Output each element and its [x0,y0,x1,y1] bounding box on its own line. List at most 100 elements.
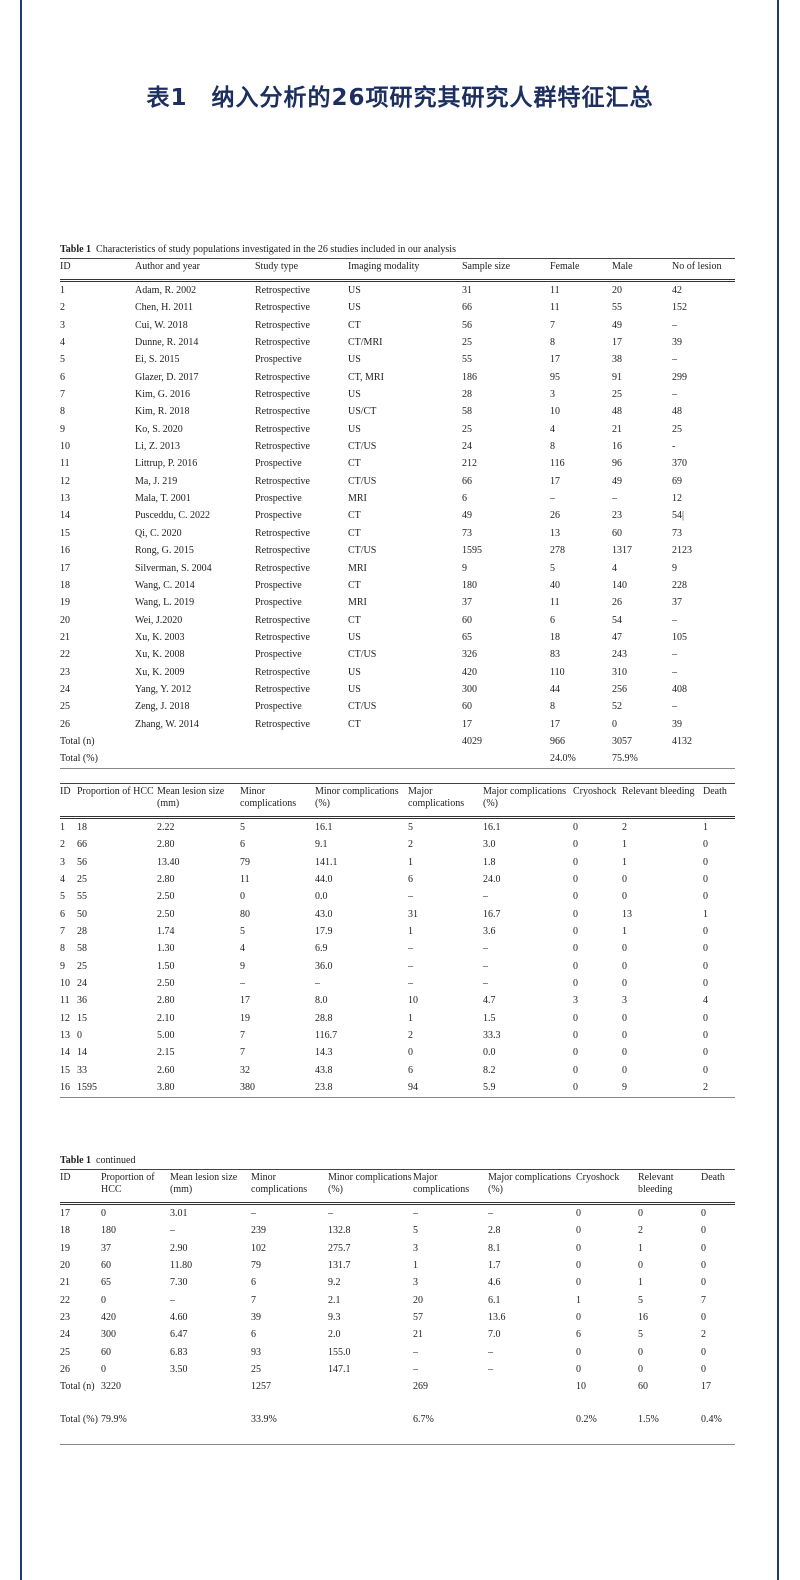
table-cell: Chen, H. 2011 [135,302,193,314]
table-cell: 180 [462,579,477,591]
table-cell: 0.2% [576,1414,597,1426]
table-cell: 9 [462,562,467,574]
table-cell: 15 [60,527,70,539]
caption-text: Characteristics of study populations inv… [96,244,456,255]
table-cell: 25 [60,1346,70,1358]
table-cell: Retrospective [255,389,310,401]
table-cell: Retrospective [255,285,310,296]
table-cell: 186 [462,371,477,383]
table-cell: 21 [60,631,70,643]
table-cell: 25 [60,701,70,713]
table-cell: Retrospective [255,371,310,383]
table-cell: 23.8 [315,1082,333,1094]
table-row: 19 Wang, L. 2019 Prospective MRI 37 11 26 37 [60,594,735,611]
table-row: 9 25 1.50 9 36.0 – – 0 0 0 [60,958,735,975]
table-cell: 4 [612,562,617,574]
table-cell: Retrospective [255,423,310,435]
table-cell: 2.50 [157,908,175,920]
table-cell [255,733,348,750]
table-cell: – [672,649,677,661]
table-row: 5 Ei, S. 2015 Prospective US 55 17 38 – [60,351,735,368]
table-cell [170,1378,251,1411]
table-cell: 69 [672,475,682,487]
column-header: Proportion of HCC [101,1172,155,1195]
table-cell: 0 [573,822,578,833]
table-cell: 21 [612,423,622,435]
table-cell: 37 [672,597,682,609]
table-cell: 24.0 [483,874,501,886]
table-cell: 54| [672,510,685,522]
table-cell: 16 [60,545,70,557]
table-cell: 0 [573,978,578,990]
table-cell: 2.1 [328,1294,341,1306]
column-header: Female [550,261,580,272]
table-cell: Kim, G. 2016 [135,389,190,401]
table-row: 20 60 11.80 79 131.7 1 1.7 0 0 0 [60,1257,735,1274]
table-cell: 91 [612,371,622,383]
table-cell: 2 [408,1030,413,1042]
table-cell: 18 [550,631,560,643]
table-cell: 2 [408,839,413,851]
table-cell: 2.90 [170,1242,188,1254]
table-cell: Total (%) [60,753,98,765]
table-row: 25 60 6.83 93 155.0 – – 0 0 0 [60,1344,735,1361]
table-cell: 6 [550,614,555,626]
table-cell: 3.50 [170,1364,188,1376]
table-cell: 9 [240,960,245,972]
table-cell: 228 [672,579,687,591]
table-cell: 0 [77,1030,82,1042]
table-cell: 0 [701,1312,706,1324]
table-cell: 269 [413,1381,428,1393]
table-cell: – [483,943,488,955]
table-cell: 2.10 [157,1012,175,1024]
table-cell: Retrospective [255,441,310,453]
table-cell: 7 [251,1294,256,1306]
table-cell: Retrospective [255,475,310,487]
table-row: 25 Zeng, J. 2018 Prospective CT/US 60 8 52 – [60,698,735,715]
table-cell: US [348,683,361,695]
table-cell: – [413,1208,418,1219]
table-row: 17 0 3.01 – – – – 0 0 0 [60,1204,735,1223]
table-cell: 11 [550,302,560,314]
table-cell: MRI [348,562,367,574]
table-cell: 2.8 [488,1225,501,1237]
table-cell: 0 [573,943,578,955]
table-cell: 0 [622,1030,627,1042]
table-cell: 26 [550,510,560,522]
table-cell: CT [348,458,361,470]
table-cell: 1.8 [483,856,496,868]
table-cell: 9 [622,1082,627,1094]
column-header: Author and year [135,261,200,272]
table-cell: 370 [672,458,687,470]
table-cell: Total (%) [60,1414,98,1426]
table-cell: 22 [60,1294,70,1306]
table-cell: 6 [251,1277,256,1289]
table-cell: Retrospective [255,545,310,557]
table-cell: 0 [101,1294,106,1306]
table-cell: 15 [60,1064,70,1076]
table-cell: – [408,960,413,972]
column-header: Sample size [462,261,511,272]
table-cell: 39 [672,337,682,349]
table-cell: 408 [672,683,687,695]
table-cell: 24 [60,683,70,695]
table-cell: 4132 [672,735,692,747]
table-cell: Retrospective [255,683,310,695]
column-header: Major complications [408,786,465,809]
table-cell: 57 [413,1312,423,1324]
column-header: Minor complications (%) [315,786,399,809]
table-row: 5 55 2.50 0 0.0– –0 0 0 [60,888,735,905]
table-cell: 42 [672,285,682,296]
table-cell: 6 [408,1064,413,1076]
table-cell: 32 [240,1064,250,1076]
table-cell: 110 [550,666,565,678]
table-cell: CT [348,319,361,331]
table-cell: – [251,1208,256,1219]
table-cell: – [672,666,677,678]
table-cell: 1 [638,1242,643,1254]
table-cell: 155.0 [328,1346,351,1358]
table-cell: 3.6 [483,926,496,938]
table-cell: 3.0 [483,839,496,851]
table-cell: 147.1 [328,1364,351,1376]
table-cell: 25 [672,423,682,435]
